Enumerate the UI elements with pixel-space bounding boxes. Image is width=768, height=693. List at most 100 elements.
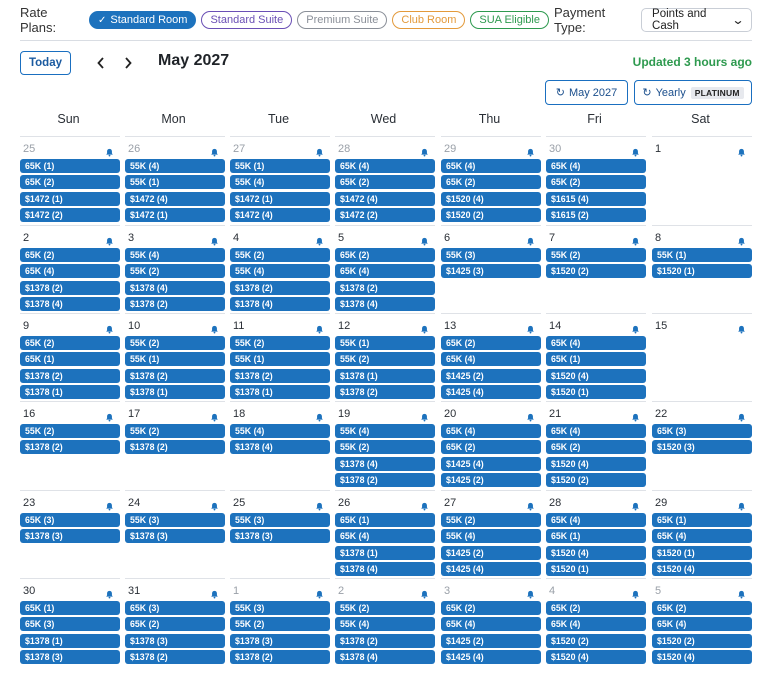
rate-pill[interactable]: 65K (2) (335, 175, 435, 189)
previous-month-button[interactable] (91, 52, 111, 74)
rate-pill[interactable]: $1520 (4) (546, 456, 646, 471)
rate-pill[interactable]: $1378 (1) (125, 385, 225, 399)
calendar-day-cell[interactable]: 23 65K (3) $1378 (3) (20, 490, 120, 543)
rate-pill[interactable]: $1520 (2) (546, 633, 646, 648)
bell-icon[interactable] (210, 233, 220, 246)
rate-pill[interactable]: 65K (4) (335, 158, 435, 173)
rate-pill[interactable]: $1378 (1) (20, 633, 120, 648)
bell-icon[interactable] (420, 144, 430, 157)
payment-type-select[interactable]: Points and Cash ⌄ (641, 8, 752, 32)
rate-pill[interactable]: $1425 (3) (441, 264, 541, 278)
rate-pill[interactable]: 55K (2) (20, 423, 120, 438)
calendar-day-cell[interactable]: 9 65K (2) 65K (1) $1378 (2) $1378 (1) (20, 313, 120, 399)
calendar-day-cell[interactable]: 25 65K (1) 65K (2) $1472 (1) $1472 (2) (20, 136, 120, 222)
rate-pill[interactable]: 65K (4) (546, 617, 646, 631)
rate-pill[interactable]: $1378 (3) (20, 650, 120, 664)
bell-icon[interactable] (315, 144, 325, 157)
rate-pill[interactable]: 55K (2) (546, 247, 646, 262)
rate-pill[interactable]: $1378 (2) (335, 473, 435, 487)
rate-pill[interactable]: 65K (1) (20, 600, 120, 615)
rate-pill[interactable]: $1520 (4) (546, 545, 646, 560)
calendar-day-cell[interactable]: 2 55K (2) 55K (4) $1378 (2) $1378 (4) (335, 578, 435, 664)
rate-pill[interactable]: $1425 (2) (441, 633, 541, 648)
rate-pill[interactable]: $1378 (2) (125, 368, 225, 383)
rate-pill[interactable]: 65K (1) (335, 512, 435, 527)
bell-icon[interactable] (210, 498, 220, 511)
rate-pill[interactable]: $1520 (1) (652, 545, 752, 560)
rate-pill[interactable]: $1378 (1) (335, 368, 435, 383)
rate-pill[interactable]: $1520 (1) (652, 264, 752, 278)
calendar-day-cell[interactable]: 22 65K (3) $1520 (3) (652, 401, 752, 454)
rate-pill[interactable]: 65K (2) (441, 175, 541, 189)
bell-icon[interactable] (105, 321, 115, 334)
bell-icon[interactable] (526, 233, 536, 246)
rate-pill[interactable]: $1520 (1) (546, 385, 646, 399)
rate-pill[interactable]: $1520 (4) (546, 650, 646, 664)
calendar-day-cell[interactable]: 8 55K (1) $1520 (1) (652, 225, 752, 278)
rate-pill[interactable]: 65K (1) (652, 512, 752, 527)
calendar-day-cell[interactable]: 29 65K (1) 65K (4) $1520 (1) $1520 (4) (652, 490, 752, 576)
bell-icon[interactable] (420, 409, 430, 422)
rate-pill[interactable]: 55K (4) (335, 423, 435, 438)
rate-pill[interactable]: $1378 (4) (230, 440, 330, 454)
bell-icon[interactable] (315, 321, 325, 334)
calendar-day-cell[interactable]: 15 (652, 313, 752, 334)
calendar-day-cell[interactable]: 21 65K (4) 65K (2) $1520 (4) $1520 (2) (546, 401, 646, 487)
bell-icon[interactable] (631, 233, 641, 246)
rate-pill[interactable]: 65K (4) (335, 264, 435, 278)
bell-icon[interactable] (631, 144, 641, 157)
bell-icon[interactable] (210, 409, 220, 422)
rate-pill[interactable]: 65K (3) (125, 600, 225, 615)
rate-pill[interactable]: 55K (1) (125, 175, 225, 189)
rate-pill[interactable]: $1520 (4) (652, 562, 752, 576)
bell-icon[interactable] (315, 409, 325, 422)
rate-pill[interactable]: $1425 (2) (441, 473, 541, 487)
bell-icon[interactable] (420, 586, 430, 599)
calendar-day-cell[interactable]: 13 65K (2) 65K (4) $1425 (2) $1425 (4) (441, 313, 541, 399)
calendar-day-cell[interactable]: 1 55K (3) 55K (2) $1378 (3) $1378 (2) (230, 578, 330, 664)
bell-icon[interactable] (105, 144, 115, 157)
yearly-button[interactable]: ↻ Yearly PLATINUM (634, 80, 752, 105)
rate-pill[interactable]: $1472 (4) (335, 191, 435, 206)
rate-pill[interactable]: $1425 (4) (441, 456, 541, 471)
rate-pill[interactable]: 65K (2) (546, 175, 646, 189)
rate-pill[interactable]: $1520 (4) (652, 650, 752, 664)
calendar-day-cell[interactable]: 14 65K (4) 65K (1) $1520 (4) $1520 (1) (546, 313, 646, 399)
calendar-day-cell[interactable]: 30 65K (1) 65K (3) $1378 (1) $1378 (3) (20, 578, 120, 664)
rate-pill[interactable]: 65K (4) (546, 512, 646, 527)
rate-pill[interactable]: $1378 (2) (125, 650, 225, 664)
calendar-day-cell[interactable]: 2 65K (2) 65K (4) $1378 (2) $1378 (4) (20, 225, 120, 311)
calendar-day-cell[interactable]: 29 65K (4) 65K (2) $1520 (4) $1520 (2) (441, 136, 541, 222)
rate-pill[interactable]: $1472 (1) (125, 208, 225, 222)
rate-pill[interactable]: 55K (3) (230, 600, 330, 615)
rate-pill[interactable]: 65K (2) (441, 440, 541, 454)
bell-icon[interactable] (631, 498, 641, 511)
rate-pill[interactable]: 55K (4) (230, 175, 330, 189)
rate-pill[interactable]: 55K (4) (441, 529, 541, 543)
rate-pill[interactable]: 55K (4) (230, 264, 330, 278)
calendar-day-cell[interactable]: 12 55K (1) 55K (2) $1378 (1) $1378 (2) (335, 313, 435, 399)
rate-pill[interactable]: $1520 (2) (652, 633, 752, 648)
rate-pill[interactable]: 55K (1) (125, 352, 225, 366)
rate-pill[interactable]: 55K (2) (335, 600, 435, 615)
rate-pill[interactable]: 65K (2) (441, 600, 541, 615)
rate-pill[interactable]: $1378 (3) (125, 529, 225, 543)
rate-pill[interactable]: 55K (1) (230, 158, 330, 173)
rate-pill[interactable]: 65K (1) (546, 529, 646, 543)
bell-icon[interactable] (105, 409, 115, 422)
rate-pill[interactable]: $1378 (2) (335, 633, 435, 648)
rate-pill[interactable]: 55K (2) (125, 264, 225, 278)
rate-pill[interactable]: 65K (2) (20, 247, 120, 262)
bell-icon[interactable] (420, 321, 430, 334)
calendar-day-cell[interactable]: 18 55K (4) $1378 (4) (230, 401, 330, 454)
calendar-day-cell[interactable]: 1 (652, 136, 752, 157)
rate-pill[interactable]: 65K (4) (652, 529, 752, 543)
rate-pill[interactable]: $1472 (4) (125, 191, 225, 206)
bell-icon[interactable] (526, 144, 536, 157)
rate-pill[interactable]: $1378 (4) (125, 280, 225, 295)
bell-icon[interactable] (737, 409, 747, 422)
bell-icon[interactable] (526, 498, 536, 511)
calendar-day-cell[interactable]: 19 55K (4) 55K (2) $1378 (4) $1378 (2) (335, 401, 435, 487)
calendar-day-cell[interactable]: 20 65K (4) 65K (2) $1425 (4) $1425 (2) (441, 401, 541, 487)
rate-pill[interactable]: 65K (1) (546, 352, 646, 366)
